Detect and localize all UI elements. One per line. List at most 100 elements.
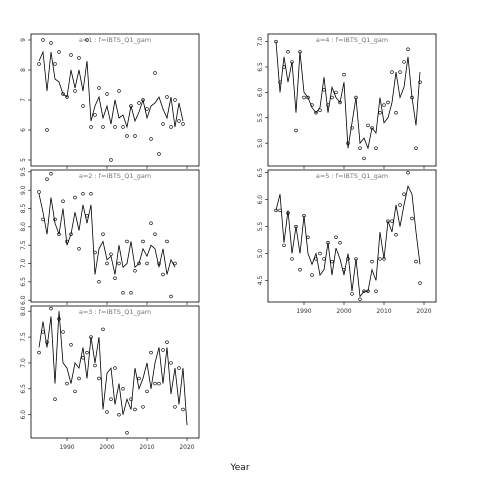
observation-point — [117, 89, 121, 93]
observation-point — [45, 340, 49, 344]
observation-point — [53, 397, 57, 401]
observation-point — [278, 208, 282, 213]
panels: a=1 : f=IBTS_Q1_gam 5 6 7 8 9 a=2 : f=IBTS_Q1_… — [20, 33, 437, 451]
observation-point — [173, 405, 177, 409]
y-tick-label: 7 — [20, 98, 27, 102]
observation-point — [362, 289, 366, 293]
observation-point — [109, 158, 113, 162]
observation-point — [53, 62, 57, 66]
observation-point — [89, 335, 93, 339]
observation-point — [165, 95, 169, 99]
observation-point — [129, 291, 133, 295]
observation-point — [49, 306, 53, 311]
panel-frame — [267, 169, 437, 303]
observation-point — [49, 41, 53, 45]
observation-point — [354, 95, 358, 100]
observation-point — [286, 50, 290, 54]
observation-point — [173, 98, 177, 102]
panel-2: a=2 : f=IBTS_Q1_gam 6.0 6.5 7.0 7.5 8.0 8.5 9.0… — [20, 167, 200, 305]
observation-point — [314, 110, 318, 115]
observation-point — [121, 387, 125, 391]
observation-point — [165, 340, 169, 344]
observation-point — [37, 190, 41, 194]
observation-point — [37, 62, 41, 66]
observation-point — [141, 98, 145, 102]
observation-point — [322, 257, 326, 261]
observation-point — [274, 39, 278, 44]
observation-point — [322, 88, 326, 92]
panel-title: a=5 : f=IBTS_Q1_gam — [316, 172, 388, 180]
observation-point — [386, 100, 390, 105]
observation-point — [149, 221, 153, 225]
observation-point — [149, 350, 153, 355]
observation-point — [318, 251, 322, 256]
y-tick-label: 5.5 — [257, 113, 264, 123]
observation-point — [133, 134, 137, 138]
observation-point — [157, 261, 161, 266]
observation-point — [133, 269, 137, 273]
observation-point — [366, 123, 370, 128]
observation-point — [137, 101, 141, 105]
observation-point — [97, 86, 101, 90]
observation-point — [93, 113, 97, 117]
observation-point — [169, 361, 173, 365]
x-tick-label: 2000 — [99, 444, 114, 451]
observation-point — [89, 125, 93, 129]
observation-point — [282, 243, 286, 248]
observation-point — [334, 235, 338, 240]
observation-point — [105, 410, 109, 414]
observation-point — [53, 217, 57, 222]
observation-point — [157, 381, 161, 386]
observation-point — [65, 381, 69, 386]
observation-point — [125, 239, 129, 244]
observation-point — [418, 281, 422, 285]
observation-point — [318, 108, 322, 112]
observation-point — [37, 350, 41, 355]
observation-point — [402, 192, 406, 196]
observation-point — [113, 125, 117, 129]
observation-point — [362, 156, 366, 161]
observation-point — [306, 235, 310, 240]
y-tick-label: 8.5 — [20, 204, 27, 214]
y-tick-label: 8.0 — [20, 222, 27, 232]
observation-point — [73, 89, 77, 93]
observation-point — [382, 103, 386, 107]
y-tick-label: 5.5 — [257, 222, 264, 232]
observation-point — [274, 208, 278, 213]
observation-point — [298, 268, 302, 272]
observation-point — [378, 257, 382, 261]
observation-point — [290, 257, 294, 261]
panel-title: a=1 : f=IBTS_Q1_gam — [79, 36, 151, 44]
observation-point — [57, 317, 61, 321]
observation-point — [350, 292, 354, 296]
model-fit-line — [38, 193, 176, 275]
observation-point — [145, 389, 149, 394]
observation-point — [41, 330, 45, 334]
observation-point — [418, 80, 422, 84]
observation-point — [121, 291, 125, 295]
x-tick-label: 1990 — [59, 444, 74, 451]
observation-point — [330, 259, 334, 264]
observation-point — [330, 95, 334, 100]
model-fit-line — [38, 50, 184, 129]
observation-point — [105, 92, 109, 96]
y-tick-label: 6.0 — [20, 295, 27, 305]
observation-point — [117, 413, 121, 417]
observation-point — [282, 65, 286, 69]
panel-frame — [267, 33, 437, 167]
observation-point — [85, 38, 89, 42]
observation-point — [85, 350, 89, 355]
observation-point — [302, 214, 306, 218]
y-tick-label: 7.5 — [20, 240, 27, 250]
observation-point — [133, 407, 137, 412]
observation-point — [57, 50, 61, 54]
panel-title: a=2 : f=IBTS_Q1_gam — [79, 172, 151, 180]
observation-point — [65, 95, 69, 99]
panel-title: a=4 : f=IBTS_Q1_gam — [316, 36, 388, 44]
observation-point — [310, 273, 314, 277]
observation-point — [366, 289, 370, 293]
observation-point — [161, 348, 165, 352]
model-fit-line — [275, 41, 421, 150]
observation-point — [286, 211, 290, 215]
y-tick-label: 7.5 — [20, 332, 27, 342]
